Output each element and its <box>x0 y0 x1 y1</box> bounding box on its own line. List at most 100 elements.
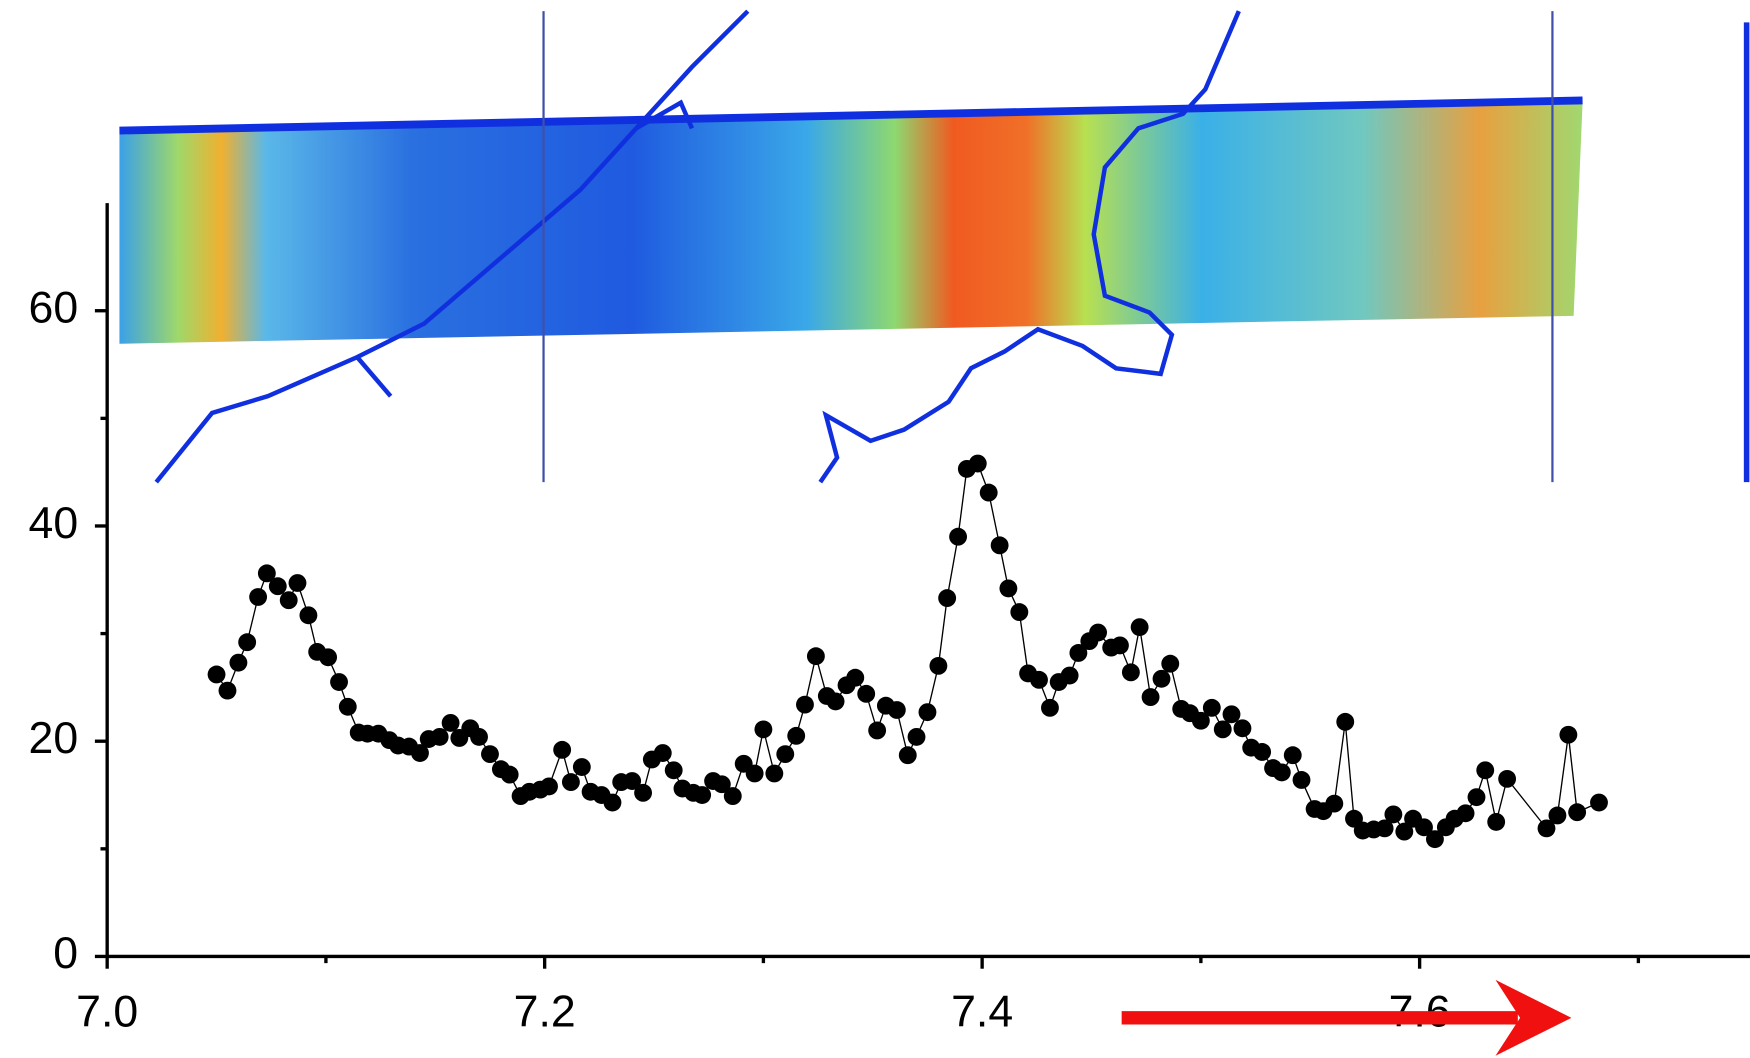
data-point <box>441 713 460 732</box>
data-point <box>288 574 307 592</box>
data-point <box>1161 654 1180 673</box>
data-point <box>664 761 683 780</box>
data-point <box>229 653 248 672</box>
data-point <box>796 695 814 714</box>
data-point <box>249 588 268 606</box>
data-point <box>1041 698 1059 717</box>
data-point <box>745 764 764 783</box>
x-tick-label: 7.0 <box>76 987 138 1036</box>
coastline <box>154 9 750 484</box>
data-point <box>553 740 572 759</box>
data-point <box>1426 830 1444 849</box>
data-point <box>1537 819 1556 838</box>
y-tick-label: 60 <box>29 284 79 333</box>
data-point <box>826 692 845 711</box>
heatmap <box>119 102 1583 344</box>
data-point <box>693 786 712 804</box>
data-point <box>1476 761 1495 780</box>
y-tick-label: 0 <box>53 929 78 978</box>
data-point <box>1222 705 1241 724</box>
data-point <box>712 775 731 794</box>
data-point <box>1336 712 1355 731</box>
data-point <box>1568 803 1587 822</box>
data-point <box>653 744 672 762</box>
data-point <box>846 668 865 687</box>
data-point <box>1010 603 1029 621</box>
data-point <box>754 720 773 739</box>
data-point <box>1030 670 1048 689</box>
coastline <box>355 355 393 398</box>
data-point <box>572 758 591 776</box>
data-point <box>1456 804 1475 823</box>
arrow-head <box>1495 979 1572 1056</box>
data-point <box>540 777 558 796</box>
data-point <box>238 633 257 652</box>
data-point <box>1253 743 1272 761</box>
data-point <box>938 589 957 608</box>
data-point <box>929 656 948 675</box>
y-tick-label: 20 <box>29 714 79 763</box>
data-point <box>1384 805 1403 824</box>
plot: 7.07.27.47.60204060 <box>29 203 1750 1036</box>
data-point <box>1498 769 1517 788</box>
data-point <box>430 727 449 746</box>
data-point <box>1069 644 1088 662</box>
data-point <box>1111 636 1129 655</box>
data-point <box>207 665 226 684</box>
y-tick-label: 40 <box>29 499 79 548</box>
data-line <box>215 462 1600 841</box>
data-point <box>857 684 876 703</box>
data-point <box>603 793 622 812</box>
data-point <box>1375 819 1394 838</box>
data-point <box>411 744 429 762</box>
data-point <box>1283 746 1302 765</box>
map-border <box>119 96 1583 135</box>
data-point <box>634 783 653 802</box>
data-point <box>1130 618 1149 637</box>
data-point <box>1089 623 1108 642</box>
data-point <box>868 721 887 740</box>
data-point <box>1121 663 1140 682</box>
data-point <box>1325 794 1344 813</box>
data-point <box>1548 806 1567 825</box>
data-point <box>1272 763 1291 782</box>
data-point <box>500 765 519 784</box>
arrow <box>1121 979 1572 1056</box>
map-image <box>119 9 1750 484</box>
data-point <box>279 591 298 610</box>
data-point <box>979 483 998 502</box>
data-point <box>623 772 642 790</box>
data-point <box>723 787 742 806</box>
data-point <box>898 746 917 765</box>
data-point <box>765 764 784 783</box>
coastline <box>818 10 1241 484</box>
data-point <box>338 697 357 716</box>
data-point <box>257 564 276 583</box>
data-point <box>968 454 987 473</box>
data-point <box>319 648 338 667</box>
data-point <box>1191 711 1210 730</box>
data-point <box>1292 771 1311 789</box>
data-point <box>1395 822 1414 841</box>
data-point <box>218 681 237 700</box>
data-point <box>907 727 926 746</box>
data-point <box>1415 818 1433 837</box>
x-tick-label: 7.4 <box>951 987 1013 1036</box>
data-point <box>1202 698 1221 717</box>
data-point <box>1152 669 1171 688</box>
data-point <box>1487 812 1506 831</box>
x-tick-label: 7.2 <box>514 987 576 1036</box>
data-point <box>481 745 499 764</box>
data-point <box>1141 688 1160 707</box>
data-point <box>806 647 825 666</box>
data-point <box>918 703 937 722</box>
data-point <box>1590 793 1608 812</box>
data-point <box>776 745 795 764</box>
data-point <box>990 536 1009 555</box>
data-point <box>561 773 580 792</box>
data-point <box>1060 666 1079 685</box>
data-point <box>949 527 968 546</box>
data-point <box>330 673 348 691</box>
data-point <box>470 727 488 746</box>
